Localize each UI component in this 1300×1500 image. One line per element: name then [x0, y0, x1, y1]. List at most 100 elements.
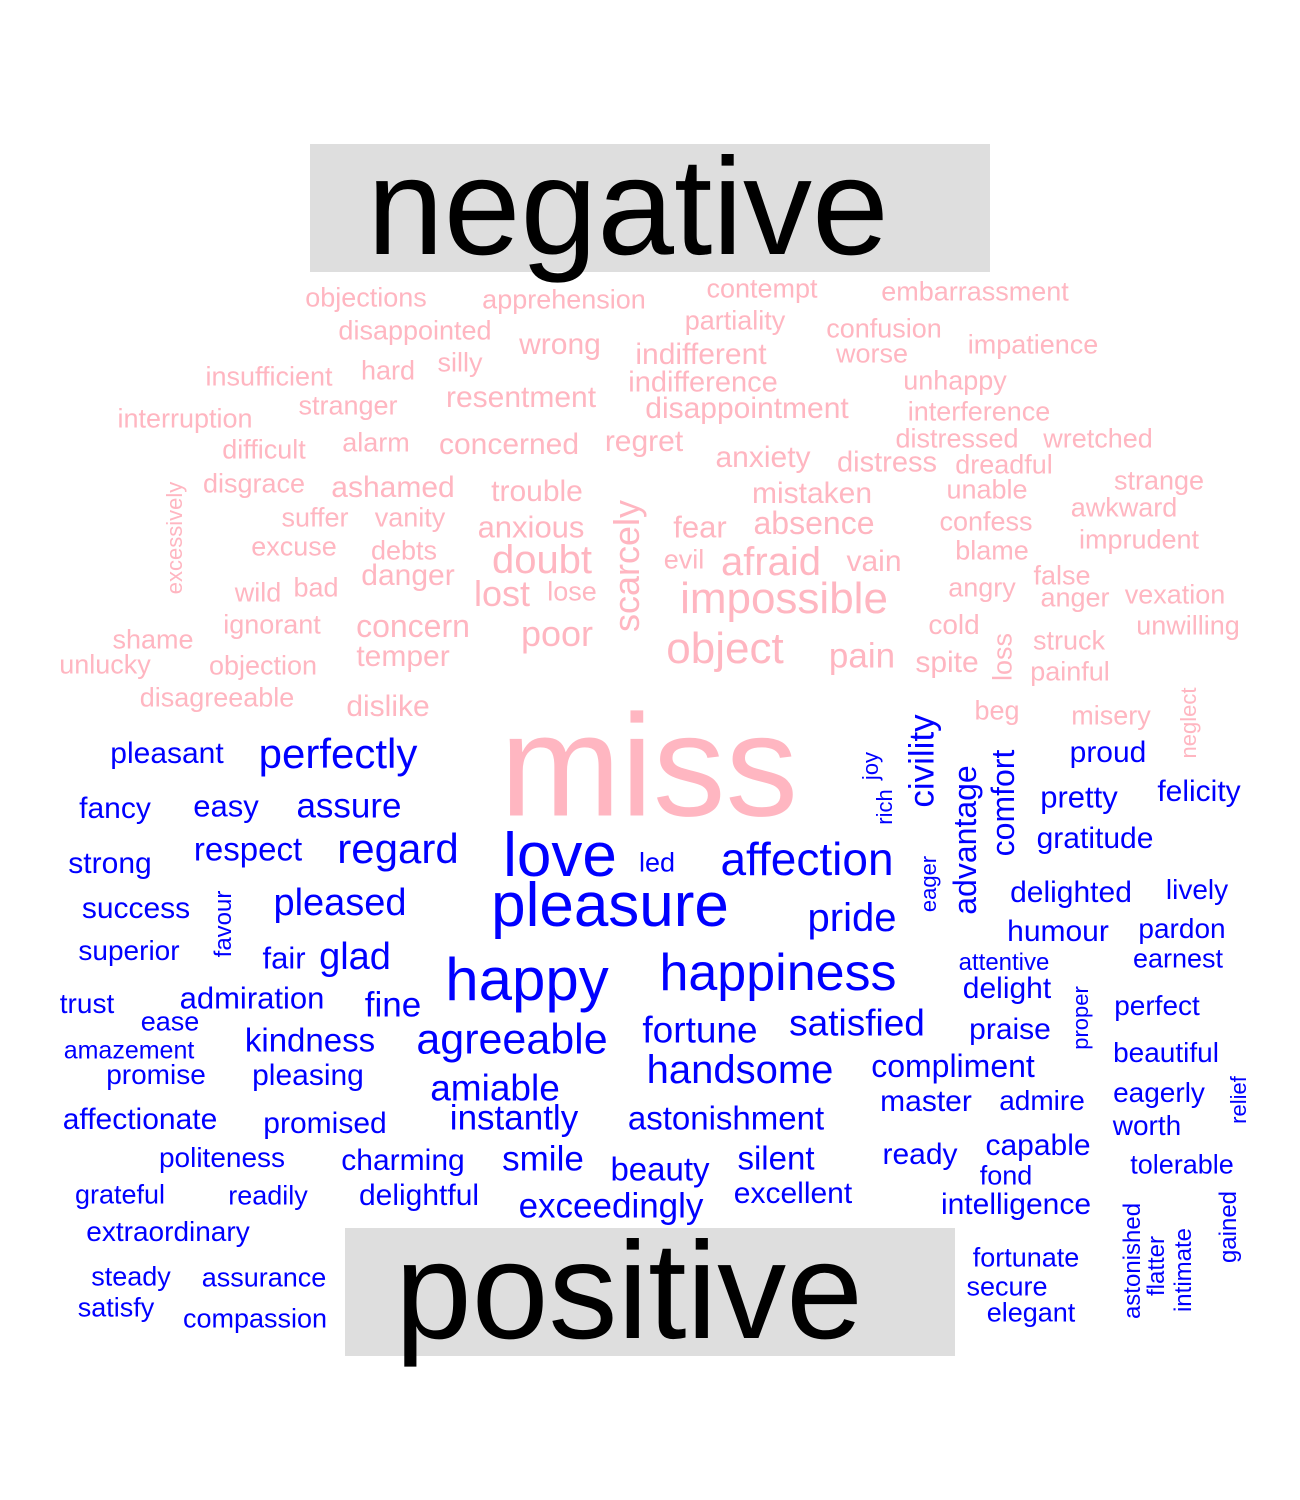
positive-word-pleasure: pleasure: [491, 871, 729, 940]
negative-word-ashamed: ashamed: [331, 471, 455, 504]
positive-word-success: success: [81, 892, 191, 925]
positive-word-exceedingly: exceedingly: [518, 1186, 704, 1226]
negative-word-stranger: stranger: [298, 390, 398, 421]
positive-word-trust: trust: [59, 988, 115, 1019]
positive-word-pride: pride: [807, 896, 897, 940]
positive-word-flatter: flatter: [1143, 1235, 1170, 1297]
negative-word-wild: wild: [234, 577, 282, 608]
negative-word-scarcely: scarcely: [606, 499, 647, 633]
positive-word-fancy: fancy: [79, 792, 151, 825]
positive-word-readily: readily: [228, 1180, 308, 1211]
positive-word-respect: respect: [193, 830, 303, 868]
positive-word-led: led: [638, 847, 676, 878]
negative-word-wrong: wrong: [519, 328, 601, 361]
positive-word-praise: praise: [969, 1013, 1051, 1046]
positive-word-astonished: astonished: [1119, 1202, 1146, 1320]
positive-word-strong: strong: [68, 847, 152, 880]
negative-word-contempt: contempt: [706, 273, 818, 304]
negative-word-pain: pain: [828, 636, 896, 676]
positive-word-humour: humour: [1007, 915, 1109, 948]
positive-word-agreeable: agreeable: [416, 1015, 608, 1064]
positive-word-proper: proper: [1068, 986, 1093, 1050]
positive-word-advantage: advantage: [947, 765, 983, 915]
negative-word-painful: painful: [1030, 656, 1110, 687]
negative-word-confess: confess: [939, 506, 1033, 537]
positive-word-gained: gained: [1215, 1190, 1242, 1264]
positive-word-pleasant: pleasant: [110, 737, 224, 770]
negative-word-danger: danger: [361, 559, 455, 592]
negative-word-imprudent: imprudent: [1078, 524, 1200, 555]
negative-word-confusion: confusion: [826, 313, 942, 344]
positive-word-lively: lively: [1165, 874, 1229, 905]
negative-word-excuse: excuse: [251, 531, 337, 562]
positive-label-box: [345, 1228, 955, 1356]
positive-word-happiness: happiness: [659, 944, 897, 1002]
positive-word-favour: favour: [210, 890, 237, 958]
positive-word-ease: ease: [140, 1006, 200, 1037]
negative-word-absence: absence: [753, 505, 875, 541]
positive-word-assure: assure: [296, 786, 402, 826]
positive-word-promised: promised: [263, 1107, 387, 1140]
positive-word-handsome: handsome: [646, 1048, 834, 1092]
negative-word-alarm: alarm: [342, 427, 410, 458]
positive-word-relief: relief: [1226, 1076, 1251, 1124]
positive-word-earnest: earnest: [1132, 943, 1224, 974]
negative-word-cold: cold: [928, 609, 980, 640]
positive-word-comfort: comfort: [985, 749, 1021, 857]
negative-word-concerned: concerned: [438, 428, 580, 461]
negative-word-angry: angry: [948, 572, 1016, 603]
positive-word-fond: fond: [979, 1160, 1033, 1191]
positive-word-fair: fair: [262, 940, 306, 976]
negative-word-evil: evil: [663, 544, 705, 575]
negative-word-vain: vain: [846, 545, 902, 578]
positive-word-gratitude: gratitude: [1036, 822, 1154, 855]
negative-word-afraid: afraid: [720, 540, 822, 584]
positive-word-ready: ready: [882, 1138, 958, 1171]
negative-word-temper: temper: [356, 640, 450, 673]
positive-word-worth: worth: [1112, 1110, 1182, 1141]
positive-word-beauty: beauty: [610, 1150, 710, 1188]
negative-word-beg: beg: [974, 695, 1020, 726]
positive-word-grateful: grateful: [74, 1179, 166, 1210]
positive-word-instantly: instantly: [449, 1098, 579, 1138]
positive-word-intimate: intimate: [1170, 1227, 1197, 1313]
negative-word-lost: lost: [473, 573, 531, 614]
negative-word-vexation: vexation: [1124, 579, 1226, 610]
positive-word-affection: affection: [720, 833, 894, 885]
positive-word-pardon: pardon: [1138, 913, 1226, 944]
negative-word-debts: debts: [370, 535, 438, 566]
positive-word-eagerly: eagerly: [1113, 1077, 1205, 1108]
negative-word-embarrassment: embarrassment: [881, 276, 1069, 307]
positive-word-fortunate: fortunate: [972, 1242, 1080, 1273]
negative-word-apprehension: apprehension: [482, 284, 646, 315]
negative-word-poor: poor: [520, 613, 594, 654]
negative-word-impatience: impatience: [967, 329, 1099, 360]
negative-word-excessively: excessively: [162, 481, 187, 595]
negative-word-vanity: vanity: [374, 502, 446, 533]
negative-word-suffer: suffer: [281, 502, 349, 533]
positive-word-perfect: perfect: [1114, 990, 1200, 1021]
negative-word-trouble: trouble: [491, 475, 583, 508]
negative-word-blame: blame: [955, 535, 1029, 566]
negative-word-fear: fear: [673, 509, 727, 545]
negative-word-objection: objection: [208, 650, 318, 681]
negative-word-partiality: partiality: [684, 305, 786, 336]
positive-word-pleasing: pleasing: [252, 1059, 364, 1092]
positive-word-compassion: compassion: [182, 1303, 328, 1334]
negative-word-dreadful: dreadful: [955, 449, 1053, 480]
negative-word-strange: strange: [1113, 465, 1205, 496]
positive-word-intelligence: intelligence: [940, 1188, 1092, 1221]
negative-word-spite: spite: [915, 646, 979, 679]
negative-word-dislike: dislike: [346, 690, 430, 723]
negative-word-concern: concern: [356, 608, 470, 644]
positive-word-secure: secure: [966, 1271, 1048, 1302]
positive-word-easy: easy: [193, 788, 259, 824]
negative-word-struck: struck: [1032, 625, 1106, 656]
negative-word-bad: bad: [293, 572, 339, 603]
positive-word-kindness: kindness: [244, 1021, 376, 1059]
negative-word-disappointed: disappointed: [338, 315, 492, 346]
negative-word-indifferent: indifferent: [635, 338, 767, 371]
positive-word-promise: promise: [106, 1059, 206, 1090]
negative-word-unwilling: unwilling: [1136, 610, 1240, 641]
